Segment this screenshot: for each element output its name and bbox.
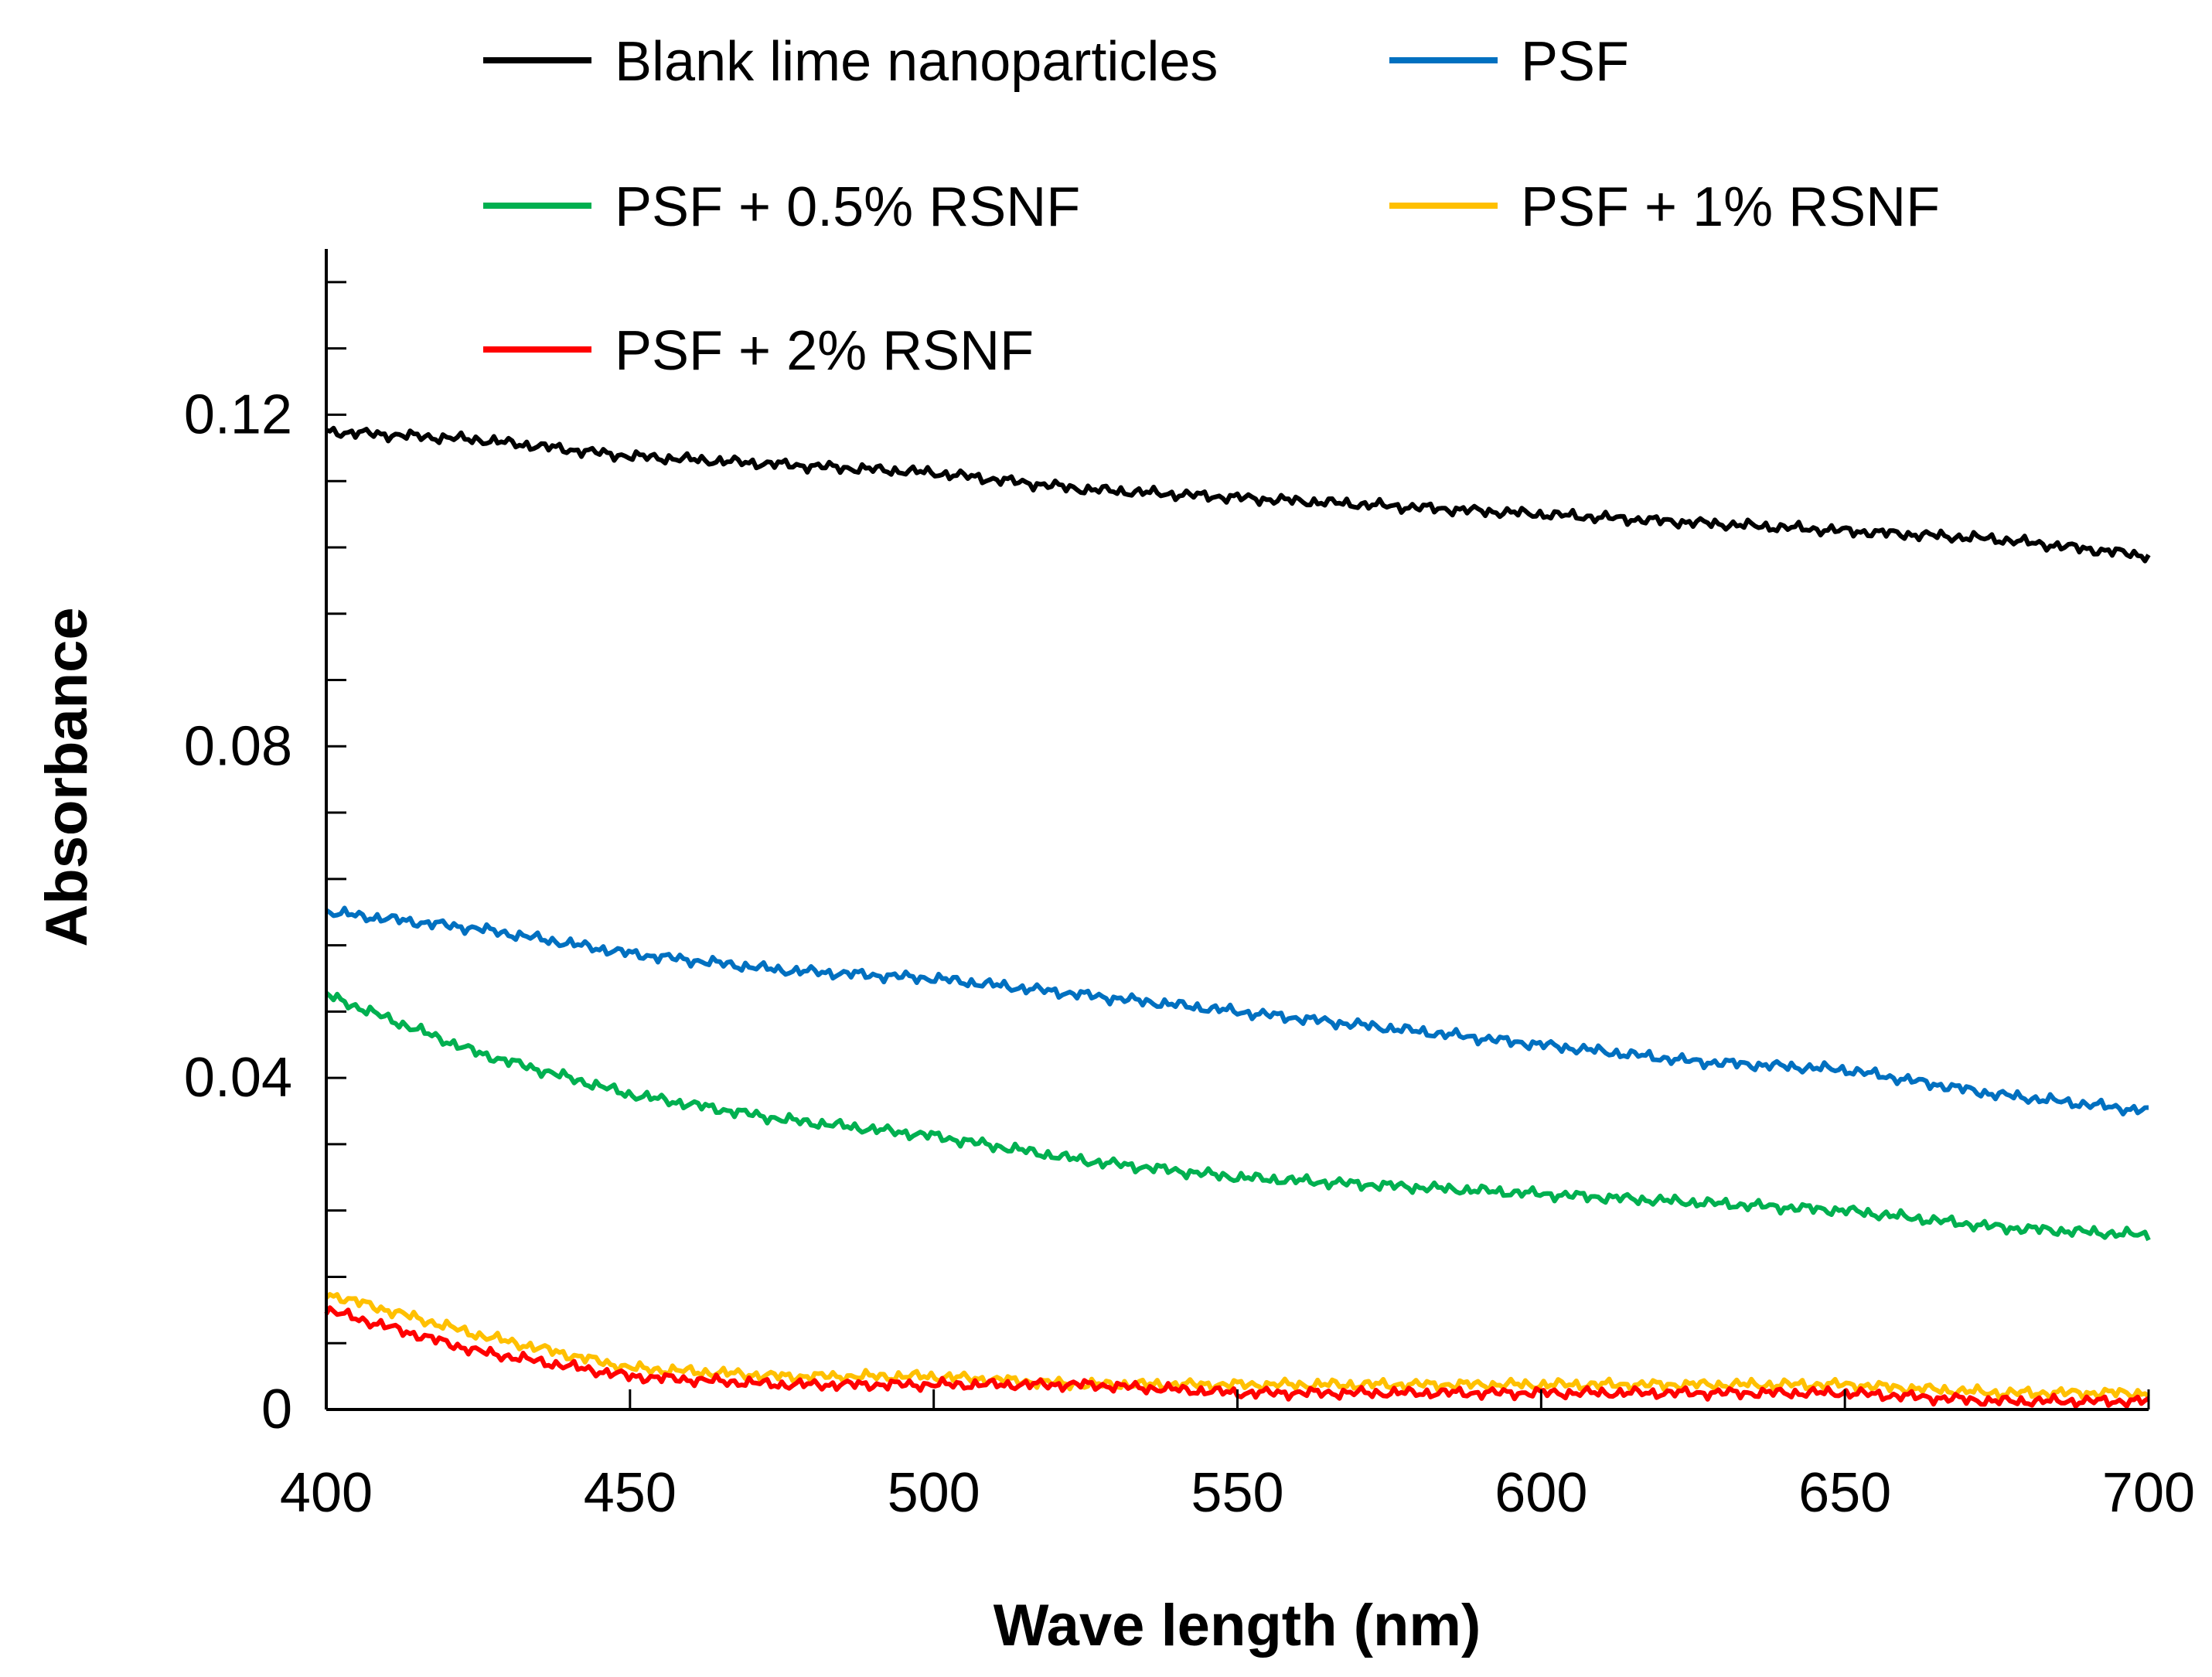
y-tick-label: 0	[261, 1379, 292, 1440]
y-tick-label: 0.04	[184, 1047, 292, 1109]
series-line-psf-1-rsnf	[324, 1292, 2150, 1401]
legend-item-blank-lime-nanoparticles: Blank lime nanoparticles	[483, 31, 1218, 93]
legend-label: PSF	[1521, 31, 1629, 93]
x-tick-label: 650	[1798, 1462, 1891, 1524]
legend-label: PSF + 0.5% RSNF	[615, 176, 1080, 238]
legend: Blank lime nanoparticles PSF PSF + 0.5% RS…	[483, 31, 1940, 382]
series-line-blank-lime-nanoparticles	[325, 425, 2151, 564]
y-axis-title: Absorbance	[34, 607, 100, 946]
legend-label: PSF + 2% RSNF	[615, 320, 1034, 382]
series-line-psf	[325, 905, 2149, 1116]
axes	[325, 249, 2149, 1411]
legend-label: PSF + 1% RSNF	[1521, 176, 1940, 238]
x-tick-label: 600	[1495, 1462, 1587, 1524]
x-axis-ticks: 400 450 500 550 600 650 700	[280, 1389, 2195, 1524]
legend-item-psf: PSF	[1389, 31, 1629, 93]
series-line-psf-0-5-rsnf	[325, 990, 2151, 1242]
x-tick-label: 500	[888, 1462, 980, 1524]
y-tick-label: 0.08	[184, 715, 292, 777]
legend-label: Blank lime nanoparticles	[615, 31, 1218, 93]
legend-item-psf-0-5-rsnf: PSF + 0.5% RSNF	[483, 176, 1080, 238]
legend-item-psf-2-rsnf: PSF + 2% RSNF	[483, 320, 1034, 382]
x-tick-label: 400	[280, 1462, 373, 1524]
y-tick-label: 0.12	[184, 383, 292, 445]
x-tick-label: 550	[1191, 1462, 1283, 1524]
series-lines	[324, 425, 2151, 1409]
x-axis-title: Wave length (nm)	[994, 1593, 1481, 1658]
legend-item-psf-1-rsnf: PSF + 1% RSNF	[1389, 176, 1940, 238]
y-axis-ticks: 0 0.04 0.08 0.12	[184, 281, 346, 1440]
x-tick-label: 450	[584, 1462, 677, 1524]
x-tick-label: 700	[2102, 1462, 2195, 1524]
